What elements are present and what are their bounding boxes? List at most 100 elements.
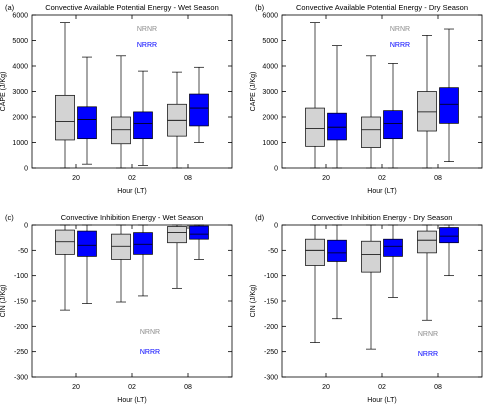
- box-iqr: [305, 238, 325, 266]
- box-nrnr-20: [55, 22, 75, 169]
- chart-title: Convective Inhibition Energy - Wet Seaso…: [61, 213, 203, 222]
- y-tick-label: -250: [264, 349, 278, 356]
- x-tick-label: 08: [184, 175, 192, 182]
- legend-nrnr: NRNR: [418, 331, 438, 338]
- box-iqr: [111, 116, 131, 145]
- y-tick-label: -100: [264, 273, 278, 280]
- y-tick-label: -200: [14, 324, 28, 331]
- box-iqr: [327, 239, 347, 262]
- box-nrrr-02: [383, 63, 403, 169]
- chart-title: Convective Available Potential Energy - …: [45, 3, 219, 12]
- box-nrnr-20: [305, 224, 325, 343]
- y-axis-label: CIN (J/Kg): [250, 285, 257, 318]
- x-tick-label: 02: [378, 384, 386, 391]
- box-nrrr-02: [133, 224, 153, 297]
- y-tick-label: 3000: [12, 89, 28, 96]
- panel-label: (a): [5, 3, 15, 12]
- x-tick-label: 02: [128, 175, 136, 182]
- y-tick-label: 0: [24, 166, 28, 173]
- box-nrrr-08: [189, 224, 209, 260]
- y-tick-label: 2000: [12, 115, 28, 122]
- x-tick-label: 20: [322, 384, 330, 391]
- x-axis-label: Hour (LT): [117, 397, 146, 404]
- box-iqr: [189, 93, 209, 127]
- box-iqr: [55, 94, 75, 141]
- box-iqr: [383, 110, 403, 140]
- x-axis-label: Hour (LT): [367, 397, 396, 404]
- box-nrnr-08: [167, 71, 187, 169]
- legend-nrnr: NRNR: [140, 329, 160, 336]
- y-tick-label: 6000: [262, 13, 278, 20]
- panel-label: (d): [255, 213, 265, 222]
- box-nrrr-08: [439, 28, 459, 162]
- x-tick-label: 02: [378, 175, 386, 182]
- x-tick-label: 02: [128, 384, 136, 391]
- y-tick-label: 0: [274, 166, 278, 173]
- y-tick-label: -250: [14, 349, 28, 356]
- plot-frame: [31, 224, 233, 378]
- legend-nrnr: NRNR: [137, 26, 157, 33]
- box-iqr: [133, 232, 153, 255]
- y-axis-label: CAPE (J/Kg): [0, 72, 7, 112]
- y-tick-label: -300: [14, 375, 28, 382]
- y-tick-label: -50: [18, 248, 28, 255]
- legend-nrrr: NRRR: [140, 349, 160, 356]
- box-iqr: [439, 227, 459, 244]
- chart-panel-a: (a) Convective Available Potential Energy…: [0, 3, 233, 195]
- box-iqr: [417, 91, 437, 132]
- box-nrnr-02: [361, 224, 381, 350]
- box-nrnr-08: [417, 224, 437, 321]
- y-tick-label: 1000: [262, 140, 278, 147]
- legend-nrrr: NRRR: [137, 42, 157, 49]
- x-axis-label: Hour (LT): [367, 188, 396, 195]
- box-nrrr-20: [77, 56, 97, 165]
- box-nrnr-02: [111, 224, 131, 303]
- box-nrrr-20: [327, 45, 347, 169]
- box-iqr: [361, 240, 381, 273]
- box-iqr: [305, 107, 325, 147]
- panel-label: (c): [5, 213, 14, 222]
- plot-frame: [281, 224, 483, 378]
- y-tick-label: 5000: [262, 38, 278, 45]
- plot-frame: [281, 14, 483, 169]
- box-nrnr-08: [167, 224, 187, 289]
- chart-panel-b: (b) Convective Available Potential Energy…: [250, 3, 483, 195]
- box-nrnr-02: [361, 55, 381, 169]
- box-iqr: [417, 230, 437, 254]
- y-tick-label: -200: [264, 324, 278, 331]
- box-iqr: [439, 87, 459, 124]
- box-iqr: [189, 225, 209, 240]
- box-iqr: [111, 233, 131, 260]
- y-tick-label: 1000: [12, 140, 28, 147]
- box-iqr: [167, 226, 187, 244]
- y-tick-label: 6000: [12, 13, 28, 20]
- box-nrnr-20: [55, 224, 75, 311]
- box-iqr: [77, 106, 97, 140]
- box-nrrr-20: [327, 224, 347, 320]
- y-tick-label: 0: [274, 223, 278, 230]
- y-tick-label: -50: [268, 248, 278, 255]
- y-tick-label: -300: [264, 375, 278, 382]
- y-axis-label: CIN (J/Kg): [0, 285, 7, 318]
- legend-nrrr: NRRR: [418, 351, 438, 358]
- x-tick-label: 20: [72, 175, 80, 182]
- box-iqr: [133, 111, 153, 140]
- box-iqr: [383, 238, 403, 257]
- y-tick-label: 0: [24, 223, 28, 230]
- box-nrrr-08: [189, 66, 209, 143]
- box-nrrr-02: [133, 70, 153, 166]
- y-tick-label: 4000: [262, 64, 278, 71]
- box-nrnr-02: [111, 55, 131, 169]
- x-tick-label: 08: [184, 384, 192, 391]
- box-iqr: [55, 229, 75, 255]
- x-tick-label: 20: [72, 384, 80, 391]
- legend-nrrr: NRRR: [390, 42, 410, 49]
- box-nrrr-20: [77, 224, 97, 304]
- x-tick-label: 08: [434, 175, 442, 182]
- x-axis-label: Hour (LT): [117, 188, 146, 195]
- box-nrrr-08: [439, 224, 459, 277]
- y-tick-label: -100: [14, 273, 28, 280]
- box-iqr: [361, 116, 381, 148]
- x-tick-label: 08: [434, 384, 442, 391]
- chart-panel-c: (c) Convective Inhibition Energy - Wet Se…: [0, 213, 233, 404]
